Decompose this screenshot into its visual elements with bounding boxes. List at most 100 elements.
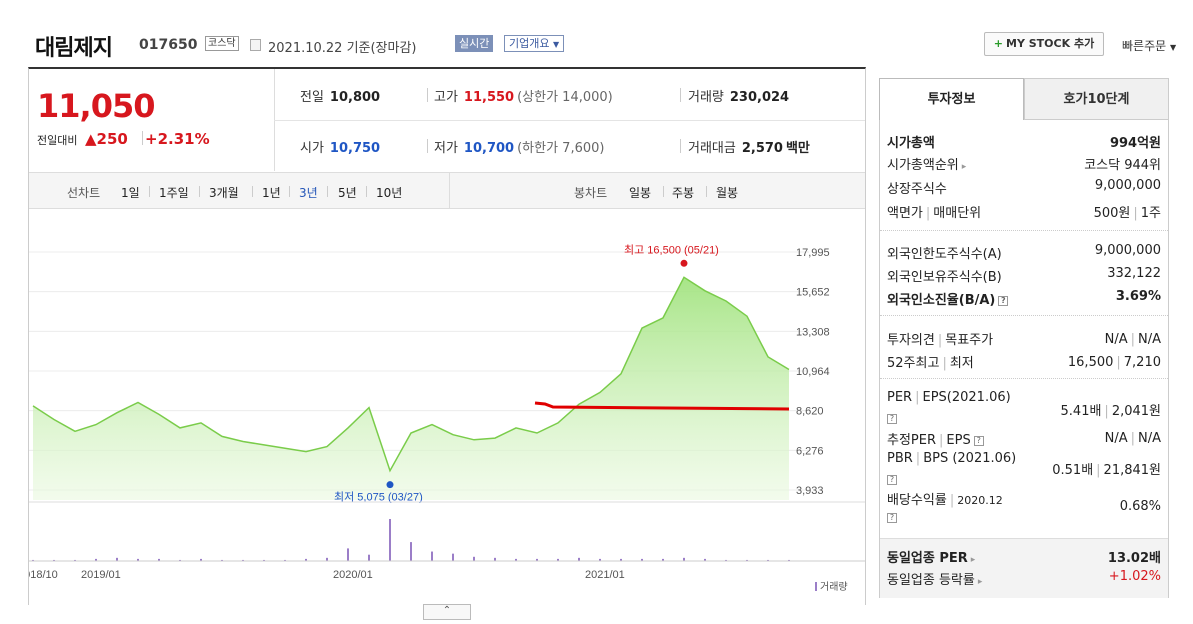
tab-1y[interactable]: 1년 bbox=[262, 186, 281, 200]
est-per-label: 추정PER bbox=[887, 433, 937, 448]
market-cap-rank-label: 시가총액순위 bbox=[887, 158, 959, 173]
tab-5y[interactable]: 5년 bbox=[338, 186, 357, 200]
divider bbox=[142, 131, 143, 145]
help-icon[interactable]: ? bbox=[887, 475, 897, 485]
help-icon[interactable]: ? bbox=[998, 295, 1009, 306]
volume-bar bbox=[305, 558, 307, 561]
par-value: 500원 bbox=[1093, 206, 1131, 221]
market-cap-label: 시가총액 bbox=[887, 136, 935, 151]
prev-close: 전일 10,800 bbox=[300, 86, 380, 105]
volume-bar bbox=[137, 558, 139, 561]
volume-bar bbox=[452, 553, 454, 561]
diff-percent: +2.31% bbox=[145, 130, 210, 148]
info-table: 시가총액 994억원 시가총액순위 ▸ 코스닥 944위 상장주식수 9,000,… bbox=[879, 120, 1169, 598]
price-chart: 17,99515,65213,30810,9648,6206,2763,933 … bbox=[29, 243, 865, 593]
info-tabs: 투자정보 호가10단계 bbox=[879, 78, 1169, 120]
dividend-year: 2020.12 bbox=[957, 494, 1003, 507]
week52-high-label: 52주최고 bbox=[887, 356, 940, 371]
trade-unit-label: 매매단위 bbox=[933, 206, 982, 221]
line-chart-label: 선차트 bbox=[67, 186, 101, 200]
tab-1d[interactable]: 1일 bbox=[121, 186, 140, 200]
expand-chart-button[interactable]: ⌃ bbox=[423, 604, 471, 620]
divider bbox=[680, 139, 681, 153]
week52-high-value: 16,500 bbox=[1067, 355, 1114, 370]
low-point-marker bbox=[386, 481, 394, 489]
volume: 거래량 230,024 bbox=[688, 86, 789, 105]
tab-investment-info[interactable]: 투자정보 bbox=[879, 78, 1024, 120]
high-point-marker bbox=[680, 259, 688, 267]
document-icon bbox=[250, 39, 261, 51]
chart-period-tabs: 선차트 1일 1주일 3개월 1년 3년 5년 10년 봉차트 일봉 주봉 월봉 bbox=[29, 172, 865, 209]
volume-bar bbox=[242, 559, 244, 561]
volume-bar bbox=[788, 559, 790, 561]
par-label: 액면가 bbox=[887, 206, 923, 221]
lower-limit: (하한가 7,600) bbox=[517, 141, 605, 156]
listed-shares-value: 9,000,000 bbox=[1094, 178, 1161, 193]
divider bbox=[274, 120, 865, 121]
amount-label: 거래대금 bbox=[688, 141, 736, 156]
bps-label: BPS (2021.06) bbox=[923, 451, 1017, 466]
divider bbox=[427, 88, 428, 102]
low-value: 10,700 bbox=[463, 141, 515, 156]
tab-monthly[interactable]: 월봉 bbox=[716, 186, 739, 200]
target-value: N/A bbox=[1138, 332, 1161, 347]
volume-legend: 거래량 bbox=[820, 581, 848, 593]
eps-label: EPS(2021.06) bbox=[922, 390, 1011, 405]
price-chart-panel: 11,050 전일대비 ▲250 +2.31% 전일 10,800 고가 11,55… bbox=[28, 67, 866, 605]
volume-bar bbox=[725, 559, 727, 561]
volume-bar bbox=[578, 557, 580, 561]
tab-1w[interactable]: 1주일 bbox=[159, 186, 189, 200]
help-icon[interactable]: ? bbox=[887, 513, 897, 523]
divider bbox=[327, 186, 328, 197]
volume-bars bbox=[32, 519, 790, 561]
price-line bbox=[32, 276, 790, 473]
tab-weekly[interactable]: 주봉 bbox=[672, 186, 695, 200]
volume-legend-swatch bbox=[815, 582, 817, 591]
company-name: 대림제지 bbox=[35, 36, 113, 61]
current-price: 11,050 bbox=[37, 87, 155, 125]
y-axis-ticks: 17,995 15,652 13,308 10,964 8,620 6,276 3,933 bbox=[796, 247, 830, 497]
caret-right-icon: ▸ bbox=[961, 162, 967, 172]
volume-bar bbox=[410, 542, 412, 561]
listed-shares-label: 상장주식수 bbox=[887, 182, 947, 197]
help-icon[interactable]: ? bbox=[973, 435, 984, 446]
amount-value: 2,570 bbox=[741, 141, 783, 156]
realtime-button[interactable]: 실시간 bbox=[455, 35, 494, 52]
divider bbox=[289, 186, 290, 197]
opinion-label: 투자의견 bbox=[887, 333, 935, 348]
chevron-down-icon: ▼ bbox=[552, 40, 560, 49]
y-tick-label: 10,964 bbox=[796, 366, 830, 378]
bps-value: 21,841원 bbox=[1103, 463, 1161, 478]
tab-daily[interactable]: 일봉 bbox=[629, 186, 652, 200]
trade-unit-value: 1주 bbox=[1140, 206, 1161, 221]
per-label: PER bbox=[887, 390, 913, 405]
corp-info-dropdown[interactable]: 기업개요 ▼ bbox=[504, 35, 565, 52]
x-axis-ticks: 2018/10 2019/01 2020/01 2021/01 bbox=[29, 569, 625, 581]
quick-order-link[interactable]: 빠른주문 ▼ bbox=[1122, 37, 1176, 54]
add-mystock-button[interactable]: + MY STOCK 추가 bbox=[984, 32, 1104, 56]
sector-per-label: 동일업종 PER bbox=[887, 551, 968, 566]
volume-bar bbox=[74, 559, 76, 561]
sector-change-label: 동일업종 등락률 bbox=[887, 573, 975, 588]
divider bbox=[680, 88, 681, 102]
per-value: 5.41배 bbox=[1060, 404, 1102, 419]
divider bbox=[449, 173, 450, 208]
chevron-down-icon: ▼ bbox=[1170, 43, 1177, 52]
foreign-ratio-value: 3.69% bbox=[1115, 289, 1161, 304]
volume-bar bbox=[599, 558, 601, 561]
quick-order-label: 빠른주문 bbox=[1122, 39, 1167, 53]
tab-orderbook[interactable]: 호가10단계 bbox=[1024, 78, 1169, 120]
tab-3m[interactable]: 3개월 bbox=[209, 186, 239, 200]
week52-low-value: 7,210 bbox=[1123, 355, 1161, 370]
volume-value: 230,024 bbox=[729, 90, 790, 105]
x-tick-label: 2020/01 bbox=[333, 569, 373, 581]
divider bbox=[880, 378, 1168, 379]
tab-10y[interactable]: 10년 bbox=[376, 186, 403, 200]
foreign-hold-value: 332,122 bbox=[1107, 266, 1161, 281]
volume-bar bbox=[284, 559, 286, 561]
tab-3y[interactable]: 3년 bbox=[299, 186, 318, 200]
pbr-label: PBR bbox=[887, 451, 913, 466]
help-icon[interactable]: ? bbox=[887, 414, 897, 424]
volume-bar bbox=[158, 558, 160, 561]
high-price: 고가 11,550 (상한가 14,000) bbox=[434, 86, 613, 105]
